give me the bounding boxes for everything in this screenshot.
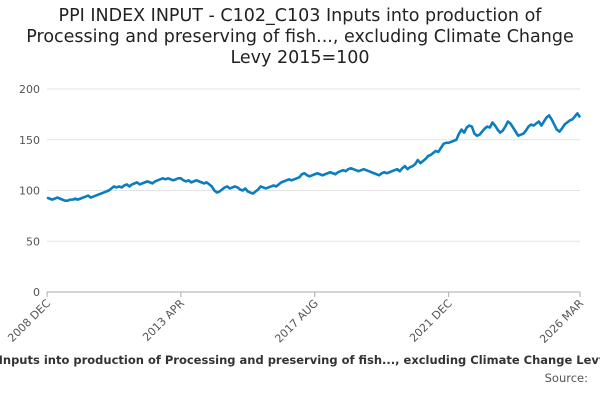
- y-tick-label: 100: [19, 185, 40, 198]
- legend-label: C102_C103 Inputs into production of Proc…: [0, 353, 600, 368]
- y-tick-label: 150: [19, 134, 40, 147]
- x-tick-label: 2026 MAR: [537, 297, 586, 346]
- x-tick-label: 2021 DEC: [407, 297, 455, 345]
- x-tick-label: 2017 AUG: [272, 297, 321, 346]
- series-line: [46, 112, 582, 202]
- x-tick-label: 2013 APR: [140, 297, 187, 344]
- x-tick-label: 2008 DEC: [5, 297, 53, 345]
- y-tick-label: 0: [33, 286, 40, 299]
- source: Source:: [545, 371, 588, 385]
- chart-title: PPI INDEX INPUT - C102_C103 Inputs into …: [26, 6, 574, 68]
- y-tick-label: 50: [26, 235, 40, 248]
- y-tick-label: 200: [19, 83, 40, 96]
